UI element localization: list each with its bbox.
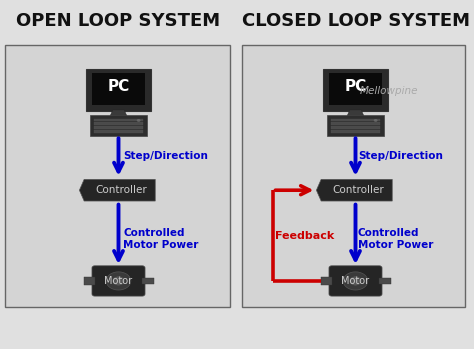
Circle shape <box>106 272 131 290</box>
Bar <box>331 122 380 125</box>
Text: Controller: Controller <box>95 185 147 195</box>
Bar <box>94 126 143 129</box>
Text: Mellowpine: Mellowpine <box>359 86 418 96</box>
Bar <box>94 119 143 121</box>
Bar <box>142 278 154 284</box>
Polygon shape <box>347 110 364 116</box>
FancyBboxPatch shape <box>242 45 465 307</box>
Circle shape <box>343 272 368 290</box>
Text: CLOSED LOOP SYSTEM: CLOSED LOOP SYSTEM <box>241 12 470 30</box>
Text: OPEN LOOP SYSTEM: OPEN LOOP SYSTEM <box>17 12 220 30</box>
Bar <box>331 119 380 121</box>
Circle shape <box>113 277 124 285</box>
Circle shape <box>137 119 140 122</box>
FancyBboxPatch shape <box>329 73 382 105</box>
FancyBboxPatch shape <box>86 69 151 111</box>
FancyBboxPatch shape <box>329 266 382 296</box>
FancyBboxPatch shape <box>323 69 388 111</box>
Text: Controller: Controller <box>332 185 384 195</box>
Bar <box>331 130 380 133</box>
Bar <box>379 278 391 284</box>
Circle shape <box>350 277 361 285</box>
FancyBboxPatch shape <box>327 115 384 136</box>
Bar <box>94 122 143 125</box>
Text: Step/Direction: Step/Direction <box>358 151 443 161</box>
FancyBboxPatch shape <box>92 73 145 105</box>
Bar <box>84 277 95 285</box>
Polygon shape <box>316 179 392 201</box>
Text: PC: PC <box>108 79 129 94</box>
Text: Motor: Motor <box>341 276 370 286</box>
Polygon shape <box>79 179 155 201</box>
Bar <box>331 126 380 129</box>
Text: Step/Direction: Step/Direction <box>123 151 208 161</box>
FancyBboxPatch shape <box>90 115 147 136</box>
Text: Motor: Motor <box>104 276 133 286</box>
Text: PC: PC <box>345 79 366 94</box>
FancyBboxPatch shape <box>5 45 230 307</box>
Text: Controlled
Motor Power: Controlled Motor Power <box>123 228 199 250</box>
Text: Controlled
Motor Power: Controlled Motor Power <box>358 228 433 250</box>
Circle shape <box>374 119 377 122</box>
Text: Feedback: Feedback <box>275 231 334 240</box>
Polygon shape <box>110 110 127 116</box>
FancyBboxPatch shape <box>92 266 145 296</box>
Bar <box>321 277 332 285</box>
Bar <box>94 130 143 133</box>
